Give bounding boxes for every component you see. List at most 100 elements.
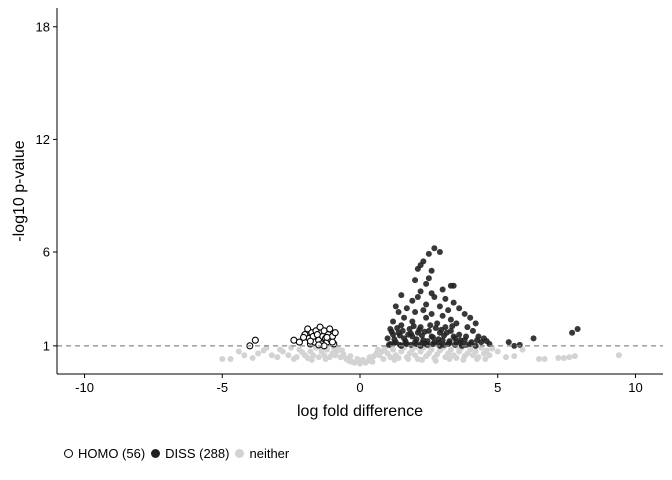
diss-point [392,303,399,310]
neither-point [308,356,315,363]
neither-point [366,354,373,361]
diss-point [439,312,446,319]
neither-point [290,355,297,362]
neither-point [347,353,354,360]
diss-point [423,280,430,287]
diss-point [425,250,432,257]
neither-point [453,355,460,362]
neither-point [241,352,248,359]
diss-point [431,294,438,301]
diss-point [395,309,402,316]
diss-point [409,297,416,304]
legend-label-diss: DISS (288) [165,446,230,461]
neither-point [511,353,518,360]
diss-point [402,340,409,347]
diss-point [399,327,406,334]
neither-point [446,355,453,362]
neither-point [555,355,562,362]
diss-point [424,341,431,348]
neither-point [374,346,381,353]
y-tick-label: 1 [43,338,50,353]
x-tick-label: 5 [494,380,501,395]
diss-point [414,294,421,301]
neither-point [227,355,234,362]
neither-point [519,346,526,353]
diss-point [416,326,423,333]
diss-point [428,310,435,317]
legend: HOMO (56) DISS (288) neither [64,446,295,461]
y-tick-label: 12 [36,132,50,147]
diss-point [472,320,479,327]
diss-point [407,341,414,348]
neither-point [482,355,489,362]
diss-point [423,314,430,321]
diss-point [398,292,405,299]
neither-point [235,348,242,355]
neither-point [310,352,317,359]
neither-point [274,354,281,361]
homo-point [315,341,323,349]
diss-point [391,340,398,347]
diss-point [435,340,442,347]
diss-point [438,326,445,333]
diss-point [412,277,419,284]
diss-point [467,314,474,321]
diss-point [409,318,416,325]
x-tick-label: 0 [356,380,363,395]
diss-point [468,339,475,346]
grey-circle-icon [235,449,245,458]
neither-point [339,347,346,354]
neither-point [472,348,479,355]
neither-point [359,356,366,363]
neither-point [615,352,622,359]
y-axis-title: -log10 p-value [11,140,28,242]
legend-item-neither: neither [235,446,289,461]
neither-point [541,355,548,362]
homo-point [295,338,303,346]
diss-point [417,288,424,295]
diss-point [461,310,468,317]
diss-point [427,322,434,329]
diss-point [401,314,408,321]
legend-label-neither: neither [249,446,290,461]
legend-item-homo: HOMO (56) [64,446,145,461]
homo-point [299,333,308,341]
x-axis-ticks: -10 -5 0 5 10 [75,374,643,395]
homo-point [326,325,334,333]
diss-point [396,332,403,339]
diss-point [474,337,481,344]
diss-point [417,262,424,269]
diss-point [429,340,436,347]
diss-point [443,329,450,336]
neither-point [268,352,275,359]
diss-point [425,275,432,282]
homo-point [306,337,314,345]
neither-point [391,356,398,363]
diss-point [434,320,441,327]
neither-point [255,350,262,357]
x-tick-label: -10 [75,380,94,395]
diss-point [463,333,470,340]
diss-point [464,324,471,331]
filled-circle-icon [151,449,161,458]
diss-point [445,307,452,314]
neither-point [474,355,481,362]
diss-point [446,340,453,347]
diss-point [516,341,523,348]
neither-point [560,355,567,362]
neither-point [381,345,388,352]
homo-point [323,333,331,341]
diss-point [456,331,463,338]
diss-point [405,331,412,338]
neither-point [405,355,412,362]
diss-point [449,323,456,330]
neither-point [277,346,284,353]
neither-point [502,354,509,361]
neither-point [432,357,439,364]
diss-point [388,328,395,335]
diss-point [432,325,439,332]
diss-point [394,325,401,332]
neither-point [249,355,256,362]
y-tick-label: 6 [43,245,50,260]
diss-point [574,325,581,332]
